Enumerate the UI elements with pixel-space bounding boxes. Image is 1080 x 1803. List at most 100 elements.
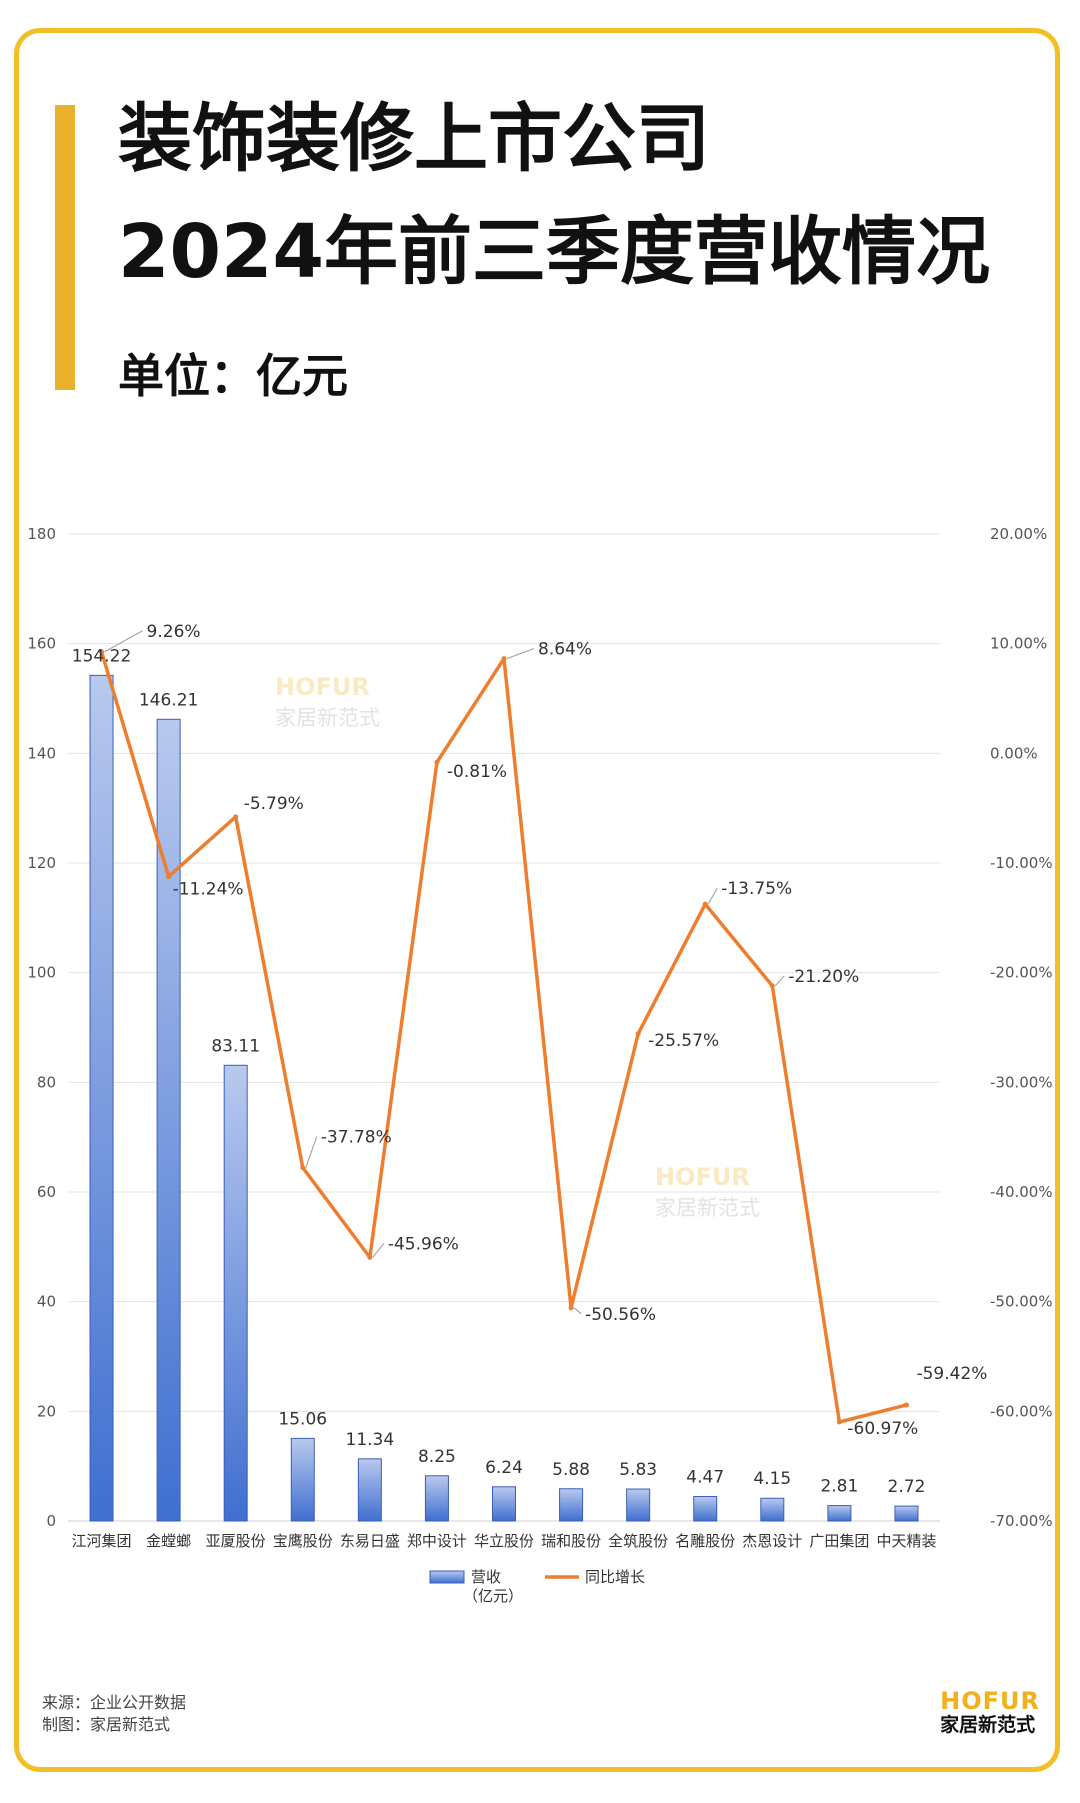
- y-right-tick: -30.00%: [990, 1073, 1053, 1091]
- unit-label: 单位：亿元: [118, 349, 348, 403]
- y-left-tick: 160: [27, 635, 56, 653]
- bar: [760, 1497, 785, 1522]
- x-tick-label: 宝鹰股份: [273, 1532, 333, 1550]
- growth-point: [568, 1305, 574, 1311]
- x-tick-label: 广田集团: [809, 1532, 869, 1550]
- bar: [894, 1505, 919, 1522]
- title-accent-bar: [55, 105, 75, 390]
- bar-value-label: 8.25: [418, 1447, 456, 1467]
- y-left-tick: 80: [37, 1073, 56, 1091]
- growth-point: [434, 759, 440, 765]
- page-title-line1: 装饰装修上市公司: [118, 96, 710, 182]
- bar-series: [89, 674, 919, 1522]
- growth-value-label: -60.97%: [847, 1419, 918, 1439]
- footer: 来源：企业公开数据 制图：家居新范式: [42, 1692, 186, 1736]
- growth-value-label: -50.56%: [585, 1305, 656, 1325]
- growth-value-label: -11.24%: [173, 880, 244, 900]
- y-right-tick: -60.00%: [990, 1402, 1053, 1420]
- x-tick-label: 金螳螂: [146, 1532, 191, 1550]
- bar: [827, 1505, 852, 1522]
- maker-note: 制图：家居新范式: [42, 1715, 171, 1734]
- x-tick-label: 杰恩设计: [742, 1532, 802, 1550]
- logo-en: HOFUR: [940, 1687, 1040, 1715]
- y-left-tick: 140: [27, 744, 56, 762]
- bar-value-label: 2.72: [888, 1477, 926, 1497]
- growth-value-label: -13.75%: [721, 879, 792, 899]
- x-tick-label: 亚厦股份: [206, 1532, 266, 1550]
- y-right-tick: 10.00%: [990, 635, 1047, 653]
- bar-value-label: 2.81: [820, 1477, 858, 1497]
- bar: [156, 718, 181, 1522]
- watermark-cn: 家居新范式: [655, 1196, 760, 1220]
- bar: [290, 1437, 315, 1522]
- bar-value-label: 83.11: [211, 1036, 260, 1056]
- watermark-en: HOFUR: [275, 673, 370, 701]
- bar: [626, 1488, 651, 1522]
- bar-value-label: 11.34: [346, 1430, 395, 1450]
- leader-line: [707, 887, 718, 905]
- leader-line: [372, 1243, 385, 1258]
- leader-line: [573, 1307, 582, 1315]
- watermark-cn: 家居新范式: [275, 706, 380, 730]
- bar: [357, 1458, 382, 1522]
- y-left-tick: 180: [27, 525, 56, 543]
- y-right-tick: 20.00%: [990, 525, 1047, 543]
- line-series: [99, 649, 909, 1425]
- watermark: HOFUR 家居新范式 HOFUR 家居新范式: [275, 673, 760, 1220]
- x-tick-label: 华立股份: [474, 1532, 534, 1550]
- y-left-tick: 20: [37, 1402, 56, 1420]
- x-tick-label: 瑞和股份: [541, 1532, 601, 1550]
- legend-bar-swatch: [429, 1570, 465, 1584]
- bar-value-label: 154.22: [72, 646, 131, 666]
- bar: [424, 1475, 449, 1522]
- bar-value-label: 4.47: [686, 1467, 724, 1487]
- chart-legend: 营收（亿元） 同比增长: [429, 1568, 645, 1605]
- bar-value-label: 146.21: [139, 690, 198, 710]
- y-left-tick: 120: [27, 854, 56, 872]
- y-right-tick: 0.00%: [990, 744, 1038, 762]
- leader-line: [506, 648, 535, 660]
- x-tick-label: 中天精装: [876, 1532, 936, 1550]
- x-tick-label: 东易日盛: [340, 1532, 400, 1550]
- poster-frame: [14, 28, 1060, 1772]
- leader-line: [305, 1136, 318, 1168]
- growth-point: [233, 814, 239, 820]
- legend-bar-label: 营收: [471, 1568, 501, 1586]
- growth-point: [903, 1402, 909, 1408]
- growth-point: [635, 1031, 641, 1037]
- logo-cn: 家居新范式: [940, 1714, 1036, 1736]
- growth-point: [702, 901, 708, 907]
- axes: 0 -70.00% 20 -60.00% 40 -50.00% 60 -40.00% 80 -30…: [27, 525, 1052, 1550]
- x-tick-label: 郑中设计: [407, 1532, 467, 1550]
- watermark-en: HOFUR: [655, 1163, 750, 1191]
- bar-value-label: 5.83: [619, 1460, 657, 1480]
- y-right-tick: -20.00%: [990, 964, 1053, 982]
- growth-point: [166, 874, 172, 880]
- legend-bar-unit: （亿元）: [463, 1587, 523, 1605]
- growth-value-label: -37.78%: [321, 1128, 392, 1148]
- growth-value-label: -0.81%: [447, 762, 507, 782]
- x-tick-label: 名雕股份: [675, 1532, 735, 1550]
- bar-value-label: 6.24: [485, 1458, 523, 1478]
- source-note: 来源：企业公开数据: [42, 1693, 187, 1712]
- growth-value-label: -5.79%: [244, 794, 304, 814]
- y-left-tick: 40: [37, 1293, 56, 1311]
- page-title-line2: 2024年前三季度营收情况: [118, 209, 990, 295]
- bar: [559, 1488, 584, 1522]
- y-left-tick: 60: [37, 1183, 56, 1201]
- growth-value-label: 8.64%: [538, 640, 592, 660]
- bar: [89, 674, 114, 1522]
- growth-value-label: -25.57%: [648, 1031, 719, 1051]
- growth-value-label: -45.96%: [388, 1234, 459, 1254]
- bar: [492, 1486, 516, 1522]
- y-left-tick: 100: [27, 964, 56, 982]
- growth-point: [300, 1165, 306, 1171]
- growth-point: [367, 1254, 373, 1260]
- leader-line: [104, 630, 143, 653]
- bar-value-label: 4.15: [753, 1469, 791, 1489]
- chart-gridlines: [68, 533, 940, 1522]
- growth-value-label: 9.26%: [147, 622, 201, 642]
- data-labels: 154.22 146.21 83.11 15.06 11.34 8.25 6.24 5.88 5…: [72, 622, 988, 1497]
- x-tick-label: 江河集团: [72, 1532, 132, 1550]
